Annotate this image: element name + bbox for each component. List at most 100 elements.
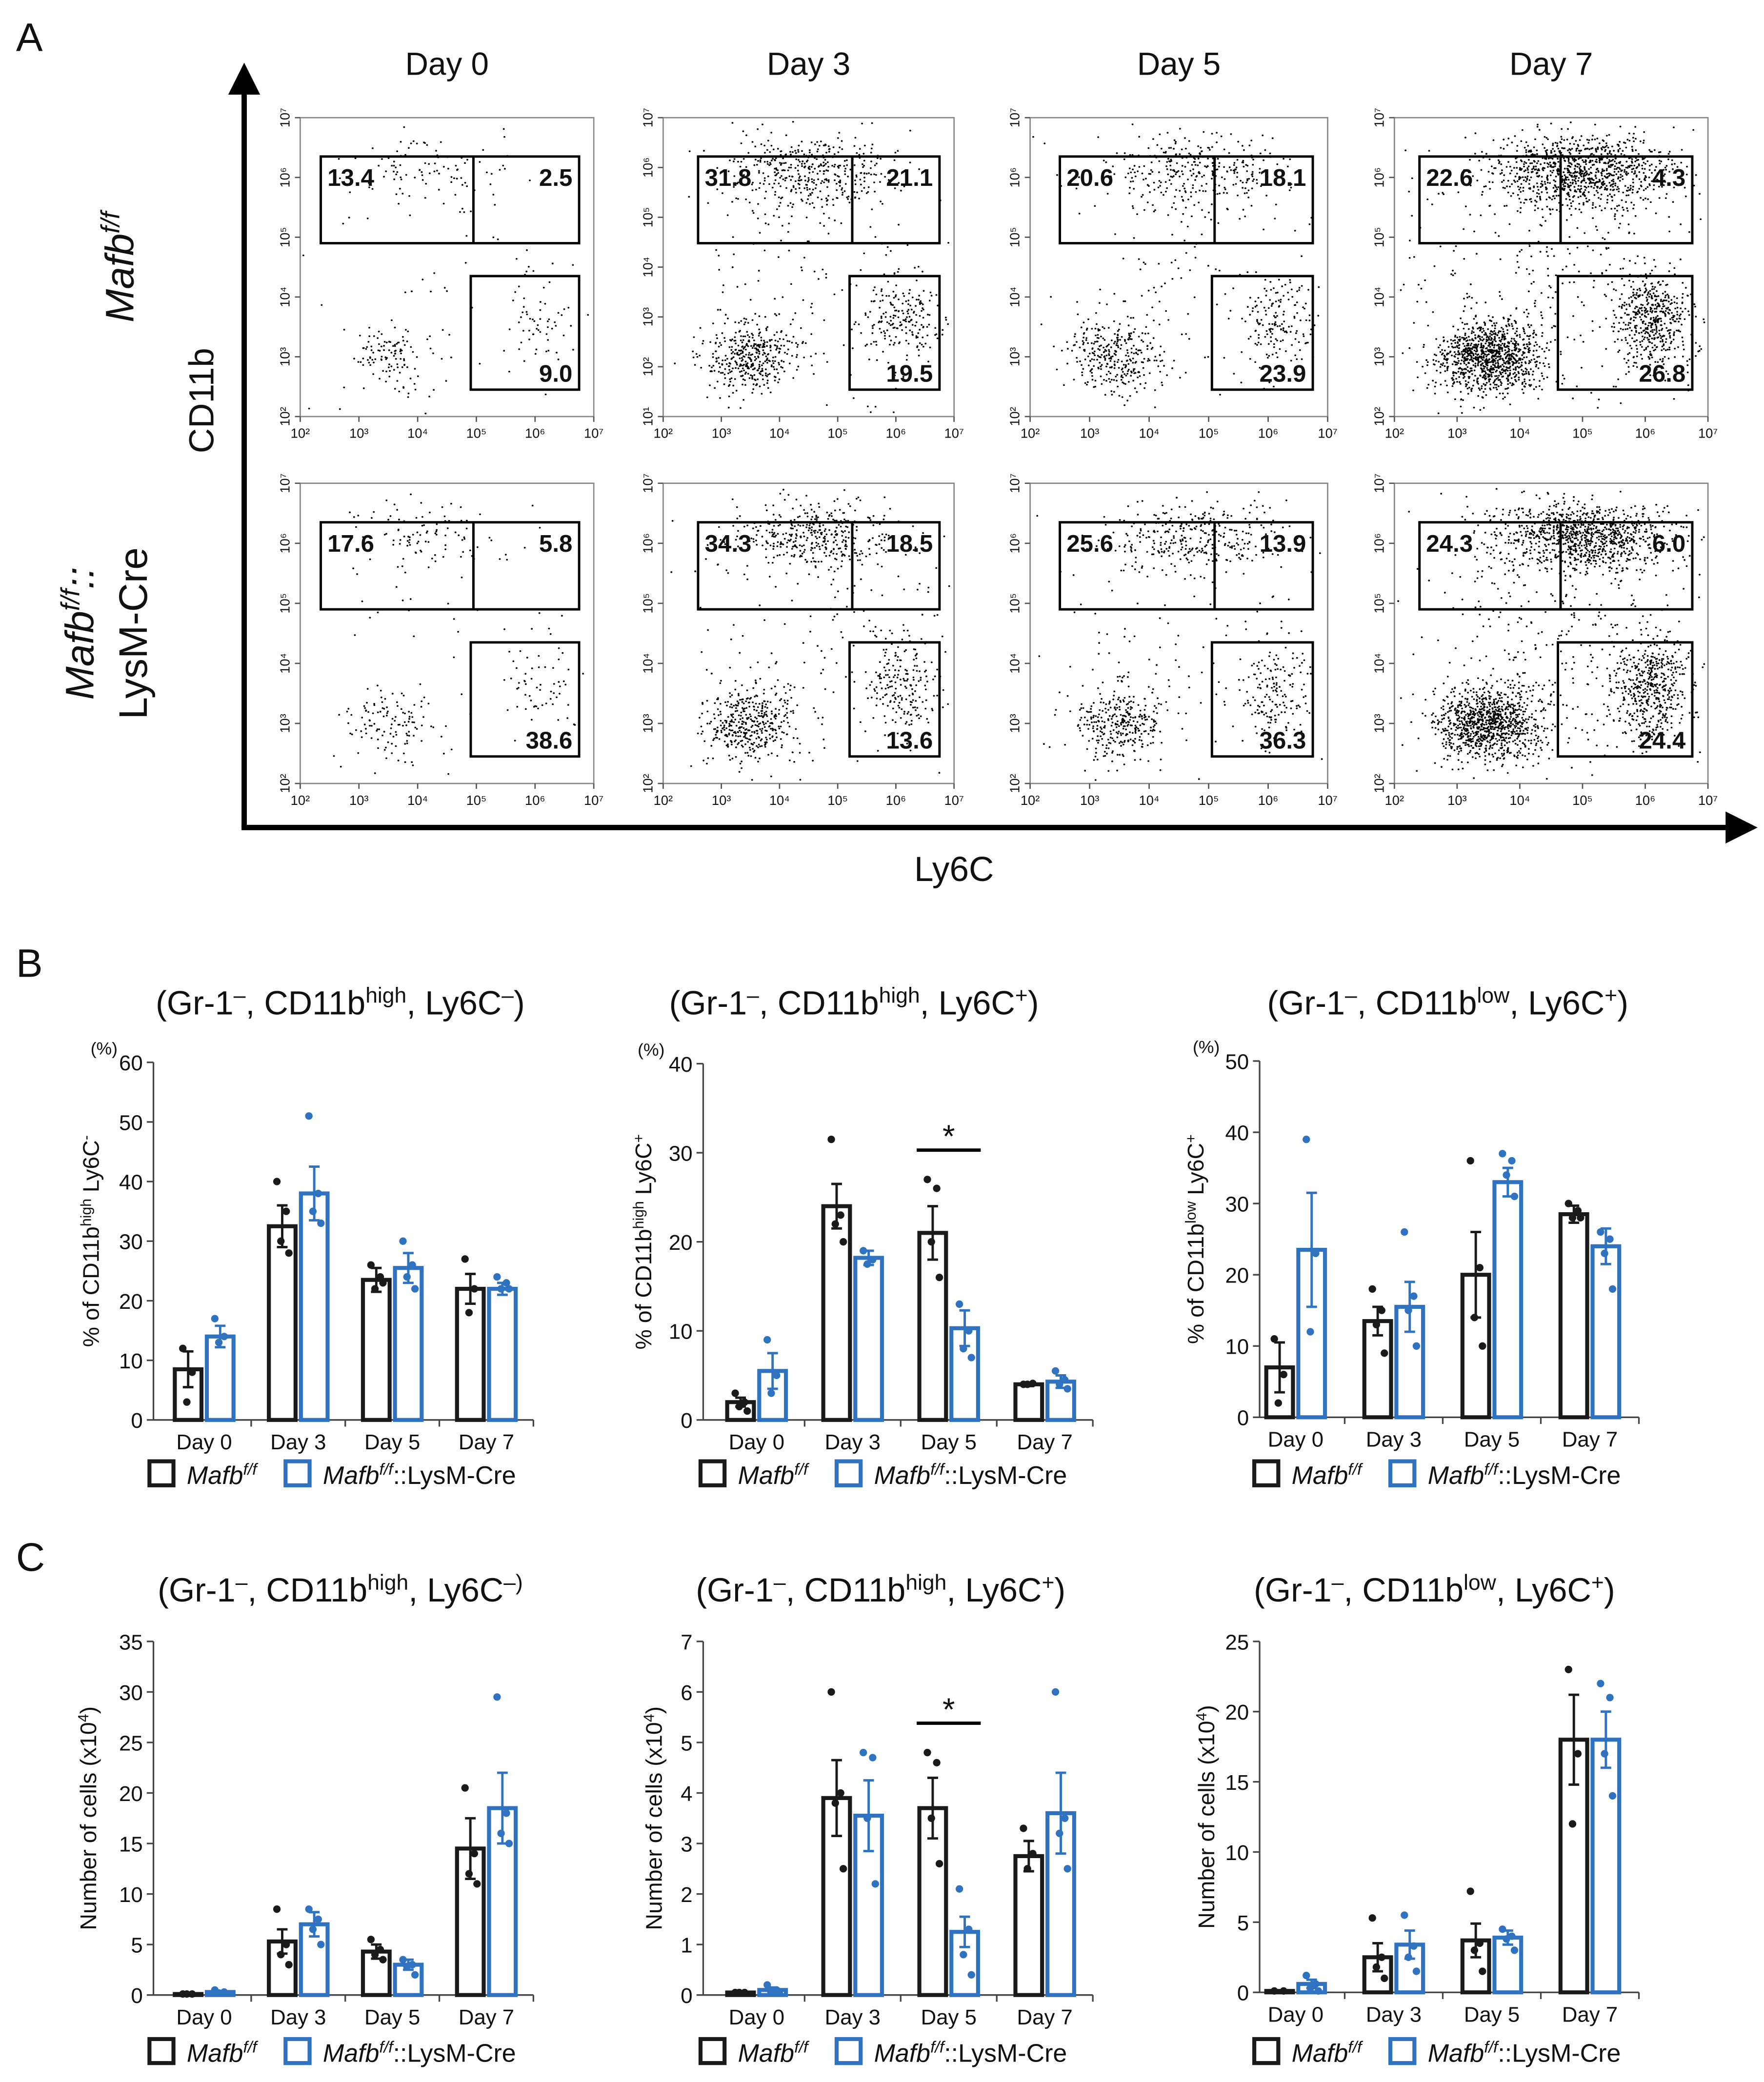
panel-label: A xyxy=(16,15,43,60)
unit-label: (%) xyxy=(638,1040,664,1060)
data-point xyxy=(965,1925,973,1933)
text-part: –) xyxy=(503,1570,523,1594)
y-tick-label: 0 xyxy=(131,1984,142,2008)
x-tick-label: 10⁷ xyxy=(1698,793,1718,808)
x-tick-label: 10² xyxy=(1385,793,1404,808)
y-tick-label: 10⁵ xyxy=(641,207,656,228)
text-part: Mafb xyxy=(323,2039,380,2067)
x-tick-label: Day 5 xyxy=(1464,2002,1520,2026)
x-tick-label: Day 5 xyxy=(921,1430,977,1454)
y-tick-label: 20 xyxy=(1225,1701,1249,1724)
text-part: 4 xyxy=(641,1714,657,1722)
gate-value: 24.3 xyxy=(1426,530,1473,557)
data-point xyxy=(1274,1399,1283,1407)
y-tick-label: 15 xyxy=(1225,1771,1249,1795)
text-part: ::LysM-Cre xyxy=(393,1461,516,1490)
y-tick-label: 10⁴ xyxy=(641,653,656,674)
text-part: , CD11b xyxy=(786,1572,906,1609)
bar xyxy=(1492,1180,1523,1420)
text-part: Mafb xyxy=(738,1461,795,1490)
data-point xyxy=(1466,1887,1474,1895)
data-point xyxy=(967,1354,975,1361)
gate-value: 19.5 xyxy=(886,360,933,387)
gate-value: 24.4 xyxy=(1639,727,1686,754)
text-part: , Ly6C xyxy=(946,1572,1042,1609)
text-part: ) xyxy=(1028,984,1039,1021)
data-point xyxy=(211,1315,219,1322)
text-part: ) xyxy=(76,1706,101,1714)
error-bar xyxy=(465,1273,476,1305)
data-point xyxy=(183,1990,191,1998)
data-point xyxy=(470,1850,479,1858)
y-tick-label: 5 xyxy=(1237,1911,1249,1935)
bar xyxy=(821,1204,852,1422)
x-tick-label: 10⁷ xyxy=(1698,426,1718,441)
x-tick-label: 10⁵ xyxy=(466,426,487,441)
error-bar xyxy=(1404,1281,1415,1333)
legend-label: Mafbf/f::LysM-Cre xyxy=(874,1460,1067,1490)
data-point xyxy=(927,1814,935,1822)
data-point xyxy=(831,1220,839,1228)
data-point xyxy=(1476,1263,1484,1272)
data-point xyxy=(863,1260,871,1268)
y-axis-label: % of CD11blow Ly6C+ xyxy=(1183,1134,1209,1344)
x-tick-label: 10⁵ xyxy=(1199,793,1219,808)
x-tick-label: 10⁴ xyxy=(1509,426,1530,441)
text-part: Ly6C xyxy=(631,1142,656,1201)
data-point xyxy=(411,1285,419,1293)
y-tick-label: 5 xyxy=(681,1731,692,1755)
text-part: (Gr-1 xyxy=(1254,1572,1332,1609)
text-part: – xyxy=(747,983,759,1007)
y-tick-label: 10⁶ xyxy=(278,167,293,188)
text-part: f/f xyxy=(1484,2038,1500,2056)
legend-swatch xyxy=(834,1459,863,1487)
text-part: high xyxy=(905,1570,946,1594)
bar xyxy=(299,1191,330,1422)
text-part: low xyxy=(1477,983,1510,1007)
x-tick-label: 10⁷ xyxy=(1318,426,1337,441)
gate-value: 17.6 xyxy=(327,530,374,557)
x-tick-label: 10³ xyxy=(349,426,369,441)
data-point xyxy=(1564,1665,1572,1674)
x-tick-label: 10⁵ xyxy=(1572,793,1593,808)
data-point xyxy=(282,1207,290,1215)
data-point xyxy=(735,1402,743,1411)
data-point xyxy=(1381,1349,1388,1357)
data-point xyxy=(1056,1829,1063,1838)
data-point xyxy=(273,1905,281,1913)
gate xyxy=(1557,275,1694,391)
data-point xyxy=(741,1988,748,1997)
x-tick-label: 10⁴ xyxy=(769,426,790,441)
panel-label: C xyxy=(16,1535,45,1580)
error-bar xyxy=(927,1205,938,1261)
data-point xyxy=(309,1207,317,1215)
x-tick-label: 10² xyxy=(1385,426,1404,441)
data-point xyxy=(1510,1192,1519,1201)
text-part: Number of cells (x10 xyxy=(1194,1721,1219,1929)
data-point xyxy=(1568,1214,1577,1222)
data-point xyxy=(955,1885,963,1893)
y-tick-label: 40 xyxy=(1225,1121,1249,1145)
text-part: f/f xyxy=(379,1460,395,1479)
y-tick-label: 10⁴ xyxy=(278,653,293,674)
data-point xyxy=(379,1956,387,1963)
data-point xyxy=(933,1759,941,1767)
data-point xyxy=(1051,1688,1060,1696)
text-part: % of CD11b xyxy=(631,1229,656,1349)
data-point xyxy=(1270,1987,1278,1995)
text-part: f/f xyxy=(794,2038,810,2056)
event-dots xyxy=(302,126,589,415)
x-tick-label: Day 7 xyxy=(1017,1430,1073,1454)
x-tick-label: 10⁷ xyxy=(1318,793,1337,808)
text-part: + xyxy=(1591,1570,1604,1594)
data-point xyxy=(1020,1824,1027,1832)
text-part: Mafb xyxy=(1292,1461,1348,1490)
text-part: high xyxy=(78,1199,94,1226)
legend-swatch xyxy=(147,2037,176,2065)
gate-value: 4.3 xyxy=(1652,164,1685,191)
x-tick-label: Day 0 xyxy=(729,1430,784,1454)
y-tick-label: 1 xyxy=(681,1934,692,1958)
data-point xyxy=(1312,1249,1320,1258)
data-point xyxy=(411,1971,419,1979)
y-tick-label: 10² xyxy=(1371,774,1386,793)
